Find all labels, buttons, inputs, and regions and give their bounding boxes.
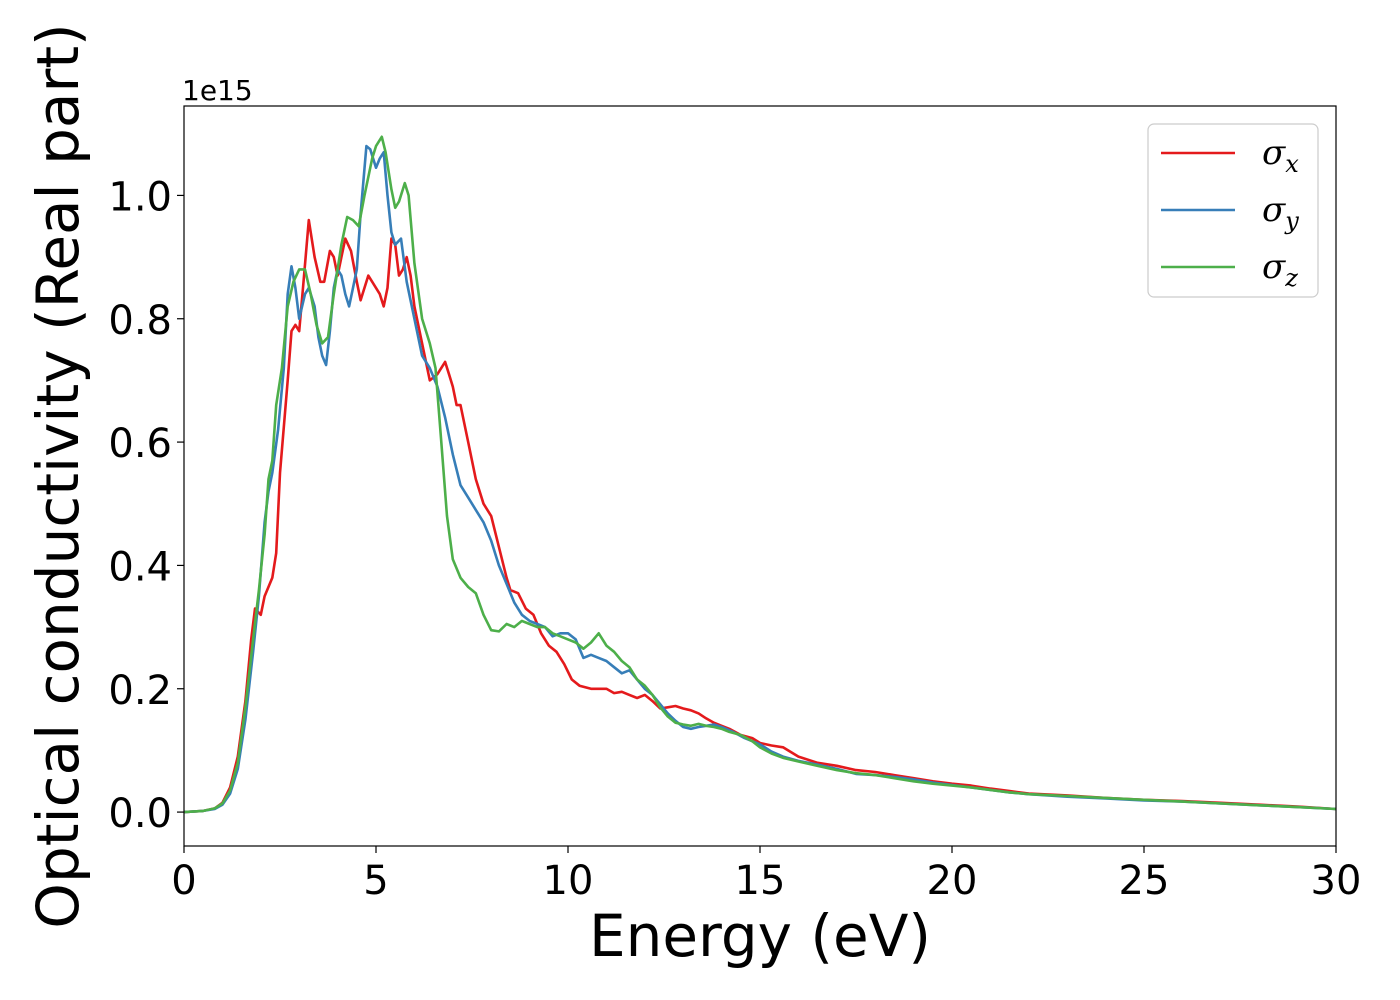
x-tick-label: 25	[1119, 858, 1170, 904]
x-tick-label: 0	[171, 858, 196, 904]
x-tick-label: 30	[1311, 858, 1362, 904]
y-tick-label: 1.0	[108, 174, 172, 220]
y-offset-label: 1e15	[182, 74, 253, 107]
y-axis-ticks: 0.0 0.2 0.4 0.6 0.8 1.0	[108, 174, 184, 837]
y-tick-label: 0.4	[108, 544, 172, 590]
x-tick-label: 15	[735, 858, 786, 904]
x-tick-label: 20	[927, 858, 978, 904]
x-axis-ticks: 0 5 10 15 20 25 30	[171, 846, 1361, 904]
x-tick-label: 5	[363, 858, 388, 904]
series-line-x	[184, 218, 1336, 814]
series-line-z	[184, 135, 1336, 814]
y-tick-label: 0.2	[108, 668, 172, 714]
x-axis-title: Energy (eV)	[589, 902, 931, 970]
y-tick-label: 0.6	[108, 421, 172, 467]
series-layer	[184, 135, 1336, 814]
y-tick-label: 0.0	[108, 791, 172, 837]
x-tick-label: 10	[543, 858, 594, 904]
y-tick-label: 0.8	[108, 298, 172, 344]
y-axis-title: Optical conductivity (Real part)	[24, 23, 92, 928]
